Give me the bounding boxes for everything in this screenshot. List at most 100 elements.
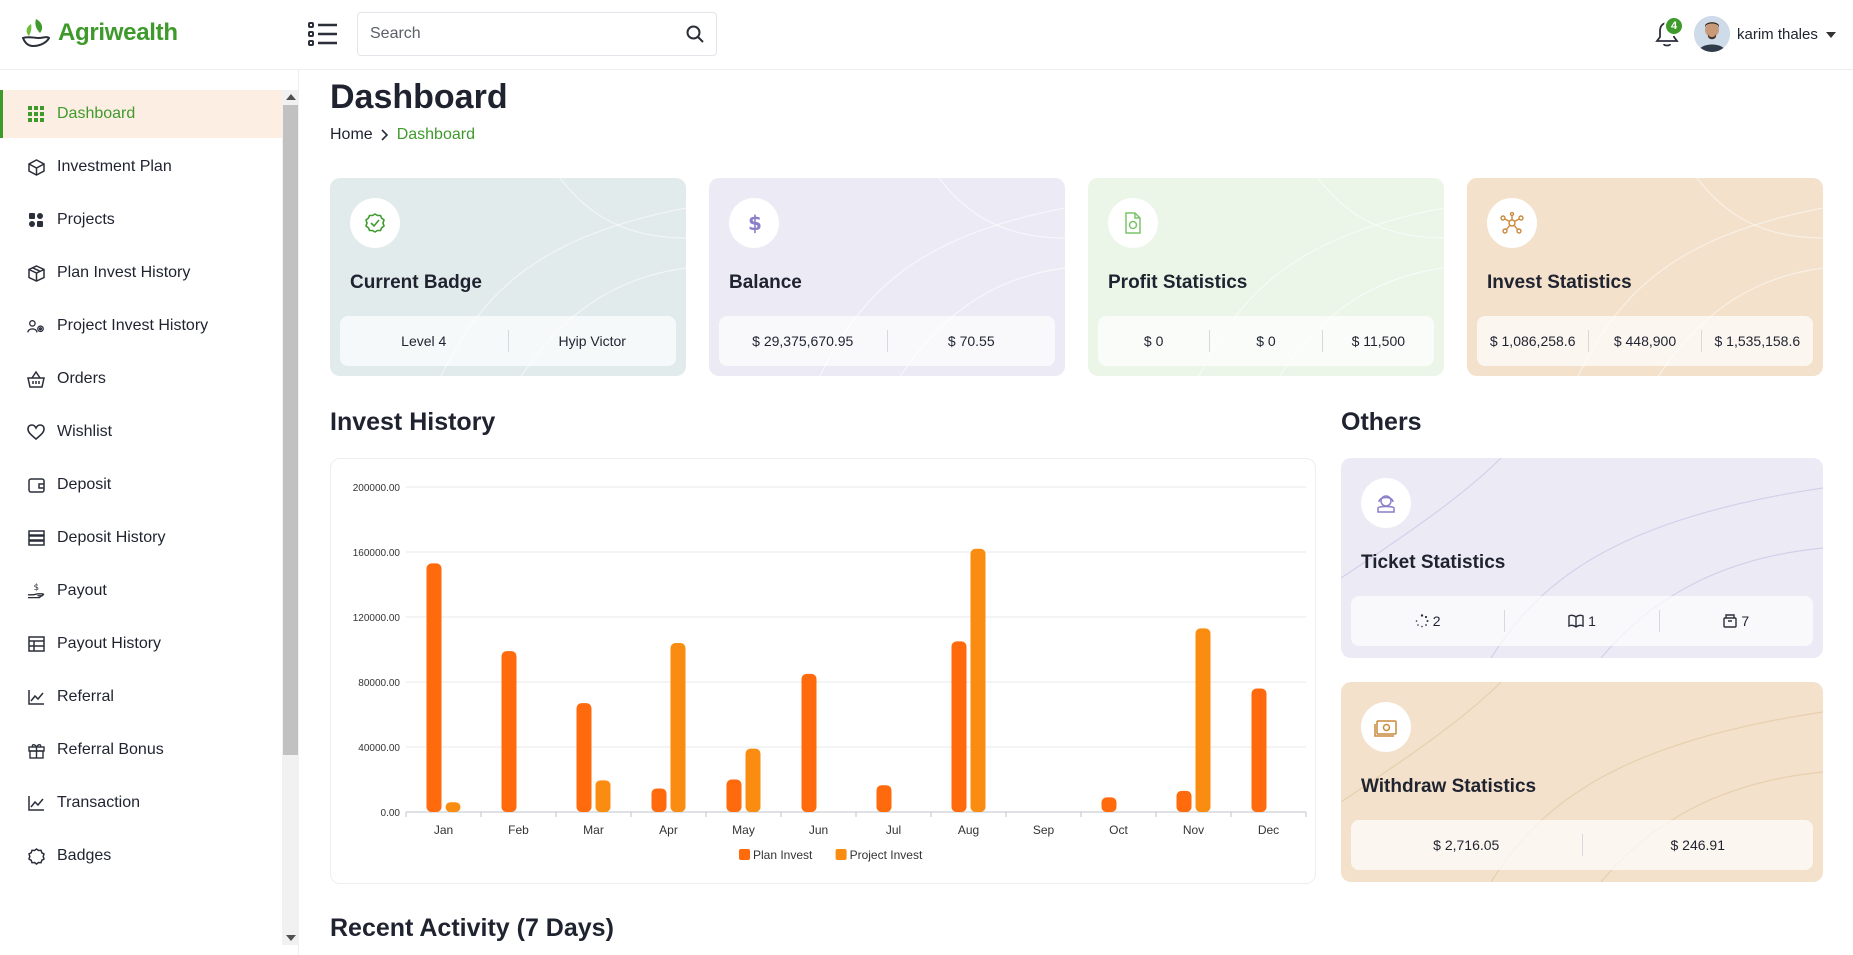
- brand-name: Agriwealth: [58, 19, 178, 46]
- scroll-up-arrow-icon[interactable]: [286, 94, 296, 100]
- money-bill-icon: [1361, 702, 1411, 752]
- spinner-icon: [1415, 614, 1429, 628]
- sidebar-item-payout-history[interactable]: Payout History: [0, 620, 282, 668]
- bar-plan-invest: [726, 779, 742, 812]
- sidebar-item-transaction[interactable]: Transaction: [0, 779, 282, 827]
- sidebar-item-referral[interactable]: Referral: [0, 673, 282, 721]
- sidebar-item-label: Referral Bonus: [57, 741, 164, 758]
- cube-icon: [27, 158, 45, 176]
- profit-value: $ 11,500: [1351, 333, 1406, 349]
- sidebar-item-badges[interactable]: Badges: [0, 832, 282, 880]
- bar-plan-invest: [1176, 790, 1192, 812]
- badge-name: Hyip Victor: [558, 333, 626, 349]
- breadcrumb: Home Dashboard: [330, 126, 475, 144]
- ticket-statistics-card: Ticket Statistics 2 1 7: [1341, 458, 1823, 658]
- card-title: Current Badge: [350, 272, 482, 293]
- bar-plan-invest: [951, 641, 967, 812]
- x-tick-label: Nov: [1183, 823, 1204, 837]
- badge-icon: [27, 847, 45, 865]
- x-tick-label: Dec: [1258, 823, 1279, 837]
- sidebar-item-wishlist[interactable]: Wishlist: [0, 408, 282, 456]
- sidebar-item-projects[interactable]: Projects: [0, 196, 282, 244]
- svg-text:$: $: [748, 212, 762, 234]
- archive-icon: [1723, 614, 1738, 628]
- x-tick-label: May: [732, 823, 755, 837]
- y-tick-label: 80000.00: [358, 678, 400, 689]
- y-tick-label: 40000.00: [358, 743, 400, 754]
- search-box: [357, 12, 717, 56]
- bar-plan-invest: [876, 785, 892, 812]
- bar-project-invest: [595, 780, 611, 812]
- search-icon[interactable]: [686, 25, 704, 43]
- invest-statistics-card: Invest Statistics $ 1,086,258.6 $ 448,90…: [1467, 178, 1823, 376]
- heart-icon: [27, 423, 45, 441]
- sidebar-scrollbar[interactable]: [282, 90, 299, 945]
- ticket-answered-count: 1: [1588, 613, 1596, 629]
- card-values: $ 2,716.05 $ 246.91: [1351, 820, 1813, 870]
- others-title: Others: [1341, 408, 1422, 436]
- sidebar-item-label: Projects: [57, 211, 115, 228]
- y-tick-label: 200000.00: [353, 483, 401, 494]
- x-tick-label: Jun: [809, 823, 828, 837]
- card-values: Level 4 Hyip Victor: [340, 316, 676, 366]
- sidebar-item-label: Deposit History: [57, 529, 166, 546]
- sidebar-item-investment-plan[interactable]: Investment Plan: [0, 143, 282, 191]
- x-tick-label: Feb: [508, 823, 529, 837]
- sidebar-item-dashboard[interactable]: Dashboard: [0, 90, 282, 138]
- sidebar-item-label: Payout History: [57, 635, 162, 652]
- ticket-pending-count: 2: [1432, 613, 1441, 629]
- menu-toggle-button[interactable]: [308, 20, 338, 48]
- notification-count-badge: 4: [1664, 16, 1684, 36]
- user-name[interactable]: karim thales: [1737, 26, 1818, 43]
- list-icon: [308, 22, 337, 46]
- share-nodes-icon: [1487, 198, 1537, 248]
- check-badge-icon: [350, 198, 400, 248]
- card-values: 2 1 7: [1351, 596, 1813, 646]
- book-open-icon: [1568, 614, 1584, 628]
- sidebar-item-project-invest-history[interactable]: Project Invest History: [0, 302, 282, 350]
- search-input[interactable]: [370, 25, 686, 43]
- current-badge-card: Current Badge Level 4 Hyip Victor: [330, 178, 686, 376]
- bar-plan-invest: [801, 673, 817, 812]
- sidebar-item-label: Wishlist: [57, 423, 113, 440]
- sidebar-item-label: Dashboard: [57, 105, 136, 122]
- ticket-closed-count: 7: [1741, 613, 1750, 629]
- wallet-icon: [27, 476, 45, 494]
- user-photo-icon: [1694, 16, 1730, 52]
- bar-plan-invest: [1251, 688, 1267, 812]
- sidebar-item-label: Badges: [57, 847, 112, 864]
- bar-project-invest: [970, 548, 986, 812]
- chevron-right-icon: [381, 129, 388, 141]
- profit-statistics-card: Profit Statistics $ 0 $ 0 $ 11,500: [1088, 178, 1444, 376]
- sidebar-item-deposit[interactable]: Deposit: [0, 461, 282, 509]
- chart-line-icon: [27, 688, 45, 706]
- x-tick-label: Jul: [886, 823, 901, 837]
- page-title: Dashboard: [330, 78, 508, 116]
- puzzle-icon: [27, 211, 45, 229]
- legend-swatch: [835, 849, 847, 860]
- sidebar-item-orders[interactable]: Orders: [0, 355, 282, 403]
- x-tick-label: Mar: [583, 823, 604, 837]
- card-title: Withdraw Statistics: [1361, 776, 1537, 797]
- ticket-closed: 7: [1660, 610, 1813, 632]
- recent-activity-title: Recent Activity (7 Days): [330, 914, 614, 942]
- sidebar-item-deposit-history[interactable]: Deposit History: [0, 514, 282, 562]
- user-menu-caret-icon[interactable]: [1826, 32, 1836, 38]
- bar-project-invest: [670, 643, 686, 812]
- sidebar-item-payout[interactable]: $ Payout: [0, 567, 282, 615]
- breadcrumb-home-link[interactable]: Home: [330, 126, 373, 143]
- bar-plan-invest: [501, 651, 517, 812]
- avatar[interactable]: [1694, 16, 1730, 52]
- scroll-down-arrow-icon[interactable]: [286, 935, 296, 941]
- breadcrumb-current: Dashboard: [396, 126, 475, 143]
- bar-plan-invest: [576, 703, 592, 812]
- withdraw-statistics-card: Withdraw Statistics $ 2,716.05 $ 246.91: [1341, 682, 1823, 882]
- invest-value: $ 448,900: [1589, 330, 1702, 352]
- bar-project-invest: [445, 802, 461, 812]
- card-title: Ticket Statistics: [1361, 552, 1506, 573]
- sidebar-item-referral-bonus[interactable]: Referral Bonus: [0, 726, 282, 774]
- scroll-thumb[interactable]: [283, 105, 298, 755]
- brand-logo[interactable]: Agriwealth: [20, 16, 178, 50]
- sidebar-item-plan-invest-history[interactable]: Plan Invest History: [0, 249, 282, 297]
- card-title: Invest Statistics: [1487, 272, 1632, 293]
